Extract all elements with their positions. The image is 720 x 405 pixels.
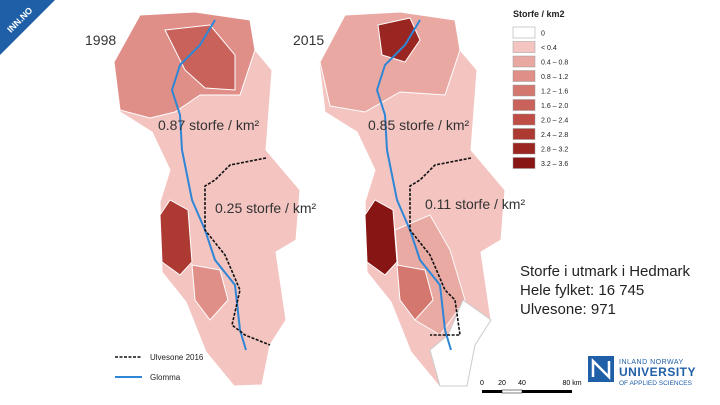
river-key-label: Glomma <box>150 373 181 382</box>
legend-swatch <box>512 113 536 126</box>
legend-swatch <box>512 41 536 53</box>
logo-text: UNIVERSITY <box>619 365 696 379</box>
scale-label: 20 <box>498 380 506 387</box>
legend-label: 3.2 – 3.6 <box>541 161 568 168</box>
legend-label: 1.6 – 2.0 <box>541 103 568 110</box>
logo: INLAND NORWAY UNIVERSITY OF APPLIED SCIE… <box>588 356 696 387</box>
legend-swatch <box>512 84 536 97</box>
legend-label: 0 <box>541 31 545 38</box>
logo-text: INLAND NORWAY <box>619 359 684 366</box>
scale-label: 80 km <box>562 380 581 387</box>
legend-label: 0.8 – 1.2 <box>541 74 568 81</box>
map-2015: 2015 0.85 storfe / km² 0.11 storfe / km² <box>293 11 525 387</box>
legend-swatch <box>512 55 536 68</box>
scale-label: 40 <box>518 380 526 387</box>
zone-density: 0.25 storfe / km² <box>215 200 316 216</box>
year-label: 1998 <box>85 32 116 48</box>
total-density: 0.87 storfe / km² <box>158 117 259 133</box>
info-line: Ulvesone: 971 <box>520 301 616 318</box>
zone-density: 0.11 storfe / km² <box>425 196 525 212</box>
legend-label: 2.4 – 2.8 <box>541 132 568 139</box>
legend-swatch <box>512 157 536 169</box>
legend: Storfe / km2 0 < 0.4 0.4 – 0.8 0.8 – 1.2 1.2… <box>512 9 568 169</box>
legend-label: 2.8 – 3.2 <box>541 147 568 154</box>
zone-key-label: Ulvesone 2016 <box>150 353 204 362</box>
legend-swatch <box>512 142 536 155</box>
year-label: 2015 <box>293 32 324 48</box>
legend-label: 1.2 – 1.6 <box>541 89 568 96</box>
badge-bg <box>0 0 55 55</box>
legend-label: < 0.4 <box>541 45 557 52</box>
legend-title: Storfe / km2 <box>513 9 565 19</box>
scale-bar: 0 20 40 80 km <box>480 380 582 394</box>
info-line: Hele fylket: 16 745 <box>520 282 644 299</box>
legend-swatch <box>512 26 536 39</box>
map-1998: 1998 0.87 storfe / km² 0.25 storfe / km² <box>85 11 316 387</box>
legend-swatch <box>512 99 536 111</box>
legend-label: 2.0 – 2.4 <box>541 118 568 125</box>
logo-text: OF APPLIED SCIENCES <box>619 380 693 387</box>
scale-label: 0 <box>480 380 484 387</box>
legend-swatch <box>512 128 536 140</box>
info-line: Storfe i utmark i Hedmark <box>520 263 691 280</box>
legend-swatch <box>512 70 536 82</box>
legend-label: 0.4 – 0.8 <box>541 60 568 67</box>
total-density: 0.85 storfe / km² <box>368 117 469 133</box>
